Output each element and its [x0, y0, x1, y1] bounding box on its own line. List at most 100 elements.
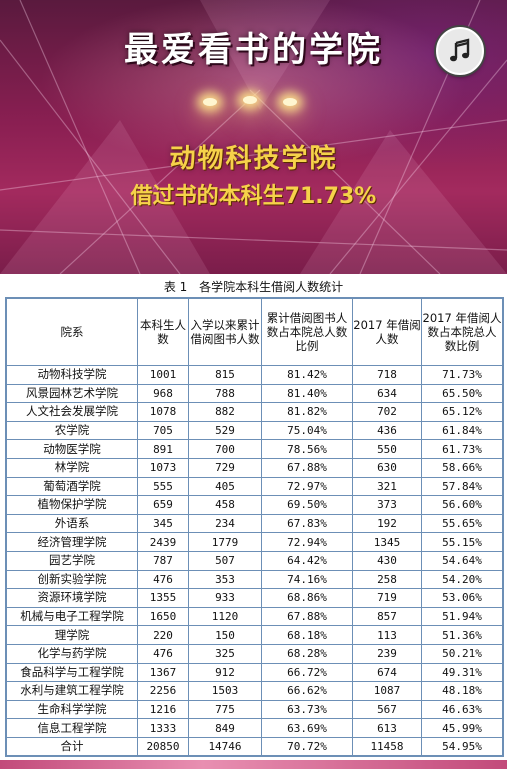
- table-caption-text: 各学院本科生借阅人数统计: [199, 280, 344, 294]
- table-row: 外语系 345 234 67.83% 192 55.65%: [5, 513, 504, 534]
- value-cell: 634: [352, 383, 422, 404]
- value-cell: 63.69%: [261, 718, 353, 738]
- table-row: 生命科学学院 1216 775 63.73% 567 46.63%: [5, 699, 504, 720]
- bottom-decoration: [0, 760, 507, 769]
- value-cell: 430: [352, 550, 422, 571]
- department-cell: 动物医学院: [5, 439, 138, 459]
- banner: 最爱看书的学院 动物科技学院 借过书的本科生71.73%: [0, 0, 507, 274]
- value-cell: 476: [137, 643, 189, 664]
- music-note-icon: [450, 38, 470, 62]
- department-cell: 合计: [5, 736, 138, 757]
- value-cell: 49.31%: [421, 662, 504, 683]
- value-cell: 220: [137, 625, 189, 645]
- table-row: 园艺学院 787 507 64.42% 430 54.64%: [5, 550, 504, 571]
- spotlight: [243, 96, 257, 104]
- value-cell: 81.82%: [261, 402, 353, 422]
- spotlight: [283, 98, 297, 106]
- highlight-college: 动物科技学院: [169, 144, 338, 174]
- department-cell: 水利与建筑工程学院: [5, 681, 138, 701]
- value-cell: 51.36%: [421, 625, 504, 645]
- borrowing-stats-table: 院系 本科生人数 入学以来累计借阅图书人数 累计借阅图书人数占本院总人数比例 2…: [5, 297, 504, 758]
- department-cell: 林学院: [5, 457, 138, 478]
- value-cell: 630: [352, 457, 422, 478]
- value-cell: 2439: [137, 532, 189, 552]
- value-cell: 1779: [188, 532, 262, 552]
- value-cell: 45.99%: [421, 718, 504, 738]
- department-cell: 信息工程学院: [5, 718, 138, 738]
- department-cell: 风景园林艺术学院: [5, 383, 138, 404]
- value-cell: 63.73%: [261, 699, 353, 720]
- value-cell: 891: [137, 439, 189, 459]
- value-cell: 68.18%: [261, 625, 353, 645]
- value-cell: 1001: [137, 365, 189, 385]
- column-header: 2017 年借阅人数占本院总人数比例: [421, 297, 504, 366]
- department-cell: 机械与电子工程学院: [5, 606, 138, 627]
- department-cell: 动物科技学院: [5, 365, 138, 385]
- value-cell: 345: [137, 513, 189, 534]
- department-cell: 园艺学院: [5, 550, 138, 571]
- value-cell: 659: [137, 495, 189, 515]
- value-cell: 48.18%: [421, 681, 504, 701]
- department-cell: 外语系: [5, 513, 138, 534]
- value-cell: 507: [188, 550, 262, 571]
- value-cell: 719: [352, 588, 422, 608]
- value-cell: 46.63%: [421, 699, 504, 720]
- value-cell: 54.95%: [421, 736, 504, 757]
- column-header: 累计借阅图书人数占本院总人数比例: [261, 297, 353, 366]
- value-cell: 458: [188, 495, 262, 515]
- value-cell: 66.72%: [261, 662, 353, 683]
- value-cell: 1503: [188, 681, 262, 701]
- value-cell: 1073: [137, 457, 189, 478]
- value-cell: 882: [188, 402, 262, 422]
- value-cell: 51.94%: [421, 606, 504, 627]
- table-row: 动物医学院 891 700 78.56% 550 61.73%: [5, 439, 504, 459]
- value-cell: 476: [137, 569, 189, 590]
- value-cell: 50.21%: [421, 643, 504, 664]
- value-cell: 353: [188, 569, 262, 590]
- value-cell: 849: [188, 718, 262, 738]
- table-caption: 表 1 各学院本科生借阅人数统计: [0, 278, 507, 295]
- table-body: 动物科技学院 1001 815 81.42% 718 71.73% 风景园林艺术学院 968 7…: [5, 365, 504, 757]
- spotlight: [203, 98, 217, 106]
- value-cell: 68.86%: [261, 588, 353, 608]
- value-cell: 700: [188, 439, 262, 459]
- value-cell: 64.42%: [261, 550, 353, 571]
- highlight-subtitle: 借过书的本科生71.73%: [130, 184, 377, 209]
- value-cell: 1120: [188, 606, 262, 627]
- value-cell: 1345: [352, 532, 422, 552]
- value-cell: 57.84%: [421, 476, 504, 497]
- value-cell: 14746: [188, 736, 262, 757]
- department-cell: 化学与药学院: [5, 643, 138, 664]
- value-cell: 65.50%: [421, 383, 504, 404]
- value-cell: 54.64%: [421, 550, 504, 571]
- value-cell: 1355: [137, 588, 189, 608]
- table-row: 信息工程学院 1333 849 63.69% 613 45.99%: [5, 718, 504, 738]
- table-row: 机械与电子工程学院 1650 1120 67.88% 857 51.94%: [5, 606, 504, 627]
- value-cell: 775: [188, 699, 262, 720]
- value-cell: 66.62%: [261, 681, 353, 701]
- department-cell: 植物保护学院: [5, 495, 138, 515]
- value-cell: 72.97%: [261, 476, 353, 497]
- value-cell: 718: [352, 365, 422, 385]
- column-header: 本科生人数: [137, 297, 189, 366]
- department-cell: 人文社会发展学院: [5, 402, 138, 422]
- value-cell: 1650: [137, 606, 189, 627]
- value-cell: 67.83%: [261, 513, 353, 534]
- table-row: 资源环境学院 1355 933 68.86% 719 53.06%: [5, 588, 504, 608]
- value-cell: 815: [188, 365, 262, 385]
- value-cell: 192: [352, 513, 422, 534]
- value-cell: 1367: [137, 662, 189, 683]
- value-cell: 71.73%: [421, 365, 504, 385]
- value-cell: 258: [352, 569, 422, 590]
- table-row: 人文社会发展学院 1078 882 81.82% 702 65.12%: [5, 402, 504, 422]
- table-row: 理学院 220 150 68.18% 113 51.36%: [5, 625, 504, 645]
- value-cell: 788: [188, 383, 262, 404]
- banner-decoration: [0, 0, 507, 274]
- value-cell: 55.65%: [421, 513, 504, 534]
- value-cell: 321: [352, 476, 422, 497]
- value-cell: 72.94%: [261, 532, 353, 552]
- department-cell: 葡萄酒学院: [5, 476, 138, 497]
- table-row: 水利与建筑工程学院 2256 1503 66.62% 1087 48.18%: [5, 681, 504, 701]
- music-toggle-button[interactable]: [436, 27, 484, 75]
- value-cell: 11458: [352, 736, 422, 757]
